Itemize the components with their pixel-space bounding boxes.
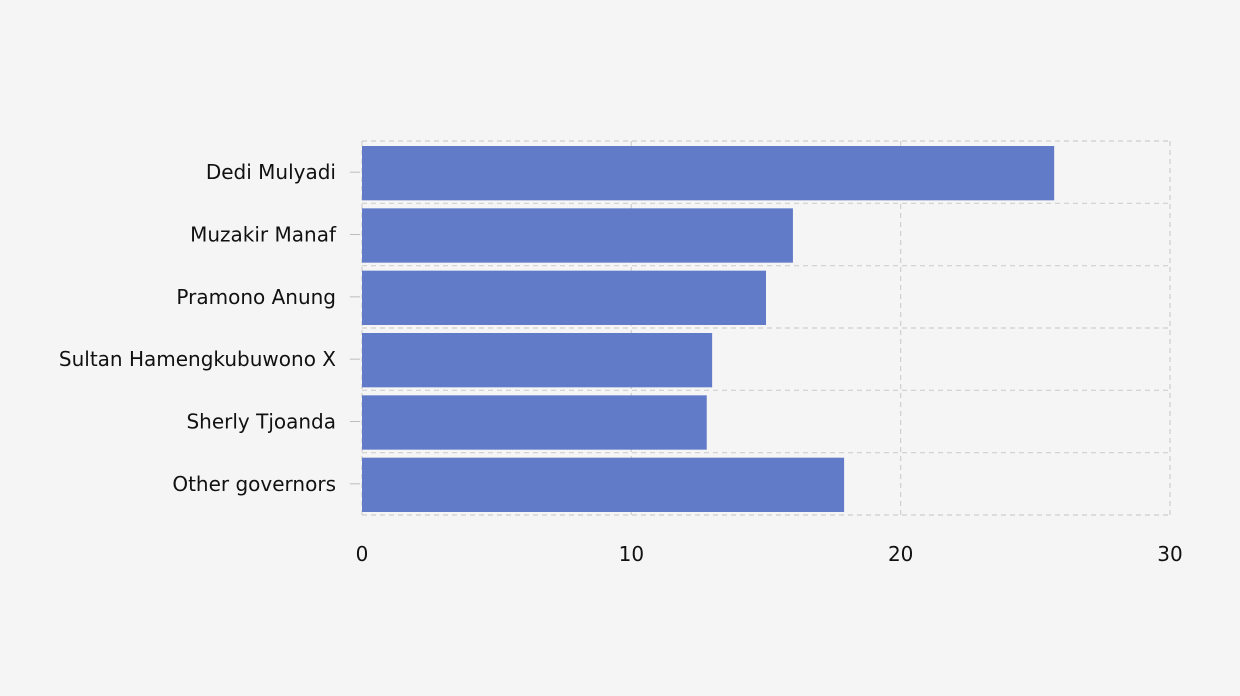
x-tick-label: 20 bbox=[888, 542, 913, 566]
bar bbox=[362, 333, 713, 388]
bars bbox=[362, 146, 1055, 512]
bar bbox=[362, 457, 845, 512]
bar bbox=[362, 208, 793, 263]
x-tick-label: 10 bbox=[619, 542, 644, 566]
category-label: Other governors bbox=[172, 472, 336, 496]
x-tick-label: 0 bbox=[356, 542, 369, 566]
bar bbox=[362, 395, 707, 450]
category-label: Muzakir Manaf bbox=[190, 223, 337, 247]
category-label: Sherly Tjoanda bbox=[186, 410, 336, 434]
category-label: Dedi Mulyadi bbox=[206, 160, 336, 184]
category-labels: Dedi Mulyadi Muzakir Manaf Pramono Anung Su… bbox=[59, 160, 360, 496]
x-tick-label: 30 bbox=[1157, 542, 1182, 566]
category-label: Sultan Hamengkubuwono X bbox=[59, 347, 336, 371]
category-label: Pramono Anung bbox=[176, 285, 336, 309]
x-axis-ticks: 0 10 20 30 bbox=[356, 542, 1183, 566]
bar bbox=[362, 146, 1055, 201]
bar bbox=[362, 270, 766, 325]
